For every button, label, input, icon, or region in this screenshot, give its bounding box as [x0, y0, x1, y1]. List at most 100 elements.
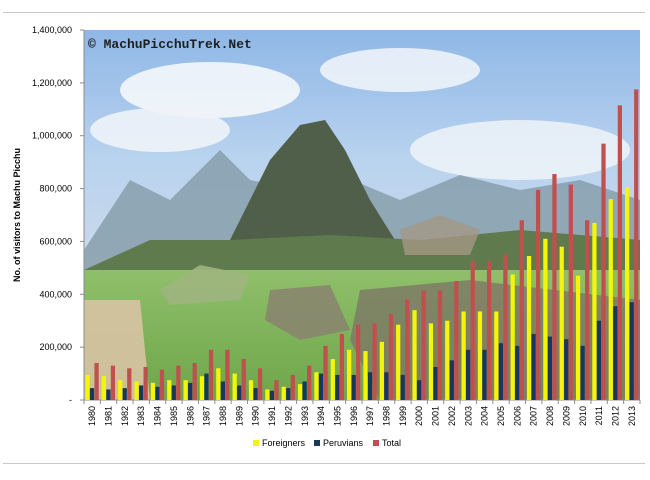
total-bar	[421, 290, 426, 400]
x-tick-label: 1990	[251, 406, 261, 426]
peruvians-bar	[531, 333, 536, 400]
x-tick-label: 1992	[283, 406, 293, 426]
total-bar	[257, 368, 263, 400]
total-bar	[617, 105, 622, 401]
x-tick-label: 1998	[382, 406, 392, 426]
y-tick-label: 800,000	[39, 184, 72, 194]
total-bar	[225, 349, 230, 400]
x-tick-label: 1993	[300, 406, 310, 426]
peruvians-bar	[449, 360, 454, 400]
peruvians-bar	[498, 343, 503, 400]
bar-series	[85, 89, 639, 401]
legend-label: Peruvians	[323, 438, 364, 448]
foreigners-bar	[526, 255, 532, 400]
peruvians-bar	[367, 372, 373, 400]
total-bar	[535, 189, 541, 400]
peruvians-bar	[269, 390, 275, 400]
peruvians-bar	[384, 372, 389, 400]
total-bar	[552, 174, 557, 400]
total-bar	[127, 368, 132, 400]
x-tick-label: 1994	[316, 406, 326, 426]
peruvians-bar	[138, 385, 144, 400]
peruvians-bar	[204, 373, 209, 400]
x-tick-label: 1991	[267, 406, 277, 426]
foreigners-bar	[118, 380, 123, 400]
foreigners-bar	[461, 311, 466, 400]
foreigners-bar	[265, 389, 270, 400]
x-tick-label: 2007	[529, 406, 539, 426]
x-tick-label: 2005	[496, 406, 506, 426]
foreigners-bar	[134, 381, 139, 400]
x-tick-label: 1987	[202, 406, 212, 426]
total-bar	[339, 333, 344, 400]
legend-swatch	[373, 440, 379, 446]
total-bar	[110, 365, 116, 400]
total-bar	[274, 380, 279, 400]
x-tick-label: 2004	[480, 406, 490, 426]
total-bar	[208, 349, 214, 400]
y-axis-label: No. of visitors to Machu Picchu	[12, 148, 22, 282]
x-tick-label: 1985	[169, 406, 179, 426]
x-tick-label: 2000	[414, 406, 424, 426]
y-tick-label: 200,000	[39, 342, 72, 352]
legend-label: Total	[382, 438, 401, 448]
foreigners-bar	[396, 324, 401, 400]
total-bar	[568, 184, 573, 400]
total-bar	[454, 281, 459, 400]
total-bar	[372, 323, 377, 400]
x-tick-label: 1980	[87, 406, 97, 426]
x-tick-label: 1989	[234, 406, 244, 426]
peruvians-bar	[416, 380, 422, 400]
x-tick-label: 2001	[431, 406, 441, 426]
peruvians-bar	[400, 374, 405, 400]
total-bar	[94, 363, 99, 400]
foreigners-bar	[248, 380, 254, 400]
x-tick-label: 1999	[398, 406, 408, 426]
peruvians-bar	[253, 388, 258, 400]
foreigners-bar	[347, 349, 352, 400]
peruvians-bar	[220, 381, 225, 400]
foreigners-bar	[232, 373, 237, 400]
peruvians-bar	[433, 366, 438, 400]
peruvians-bar	[335, 374, 340, 400]
total-bar	[290, 374, 295, 400]
x-tick-label: 1988	[218, 406, 228, 426]
total-bar	[159, 369, 165, 400]
foreigners-bar	[216, 368, 221, 400]
peruvians-bar	[155, 386, 160, 400]
peruvians-bar	[171, 385, 176, 400]
total-bar	[143, 366, 148, 400]
total-bar	[192, 363, 197, 400]
x-tick-label: 1981	[104, 406, 114, 426]
y-axis: - 200,000 400,000 600,000 800,000 1,000,000 1,…	[32, 25, 84, 405]
total-bar	[405, 299, 410, 400]
foreigners-bar	[150, 382, 156, 400]
foreigners-bar	[363, 351, 368, 400]
x-tick-label: 1997	[365, 406, 375, 426]
peruvians-bar	[596, 320, 602, 400]
x-tick-label: 1982	[120, 406, 130, 426]
foreigners-bar	[281, 386, 286, 400]
y-tick-label: -	[69, 395, 72, 405]
x-tick-label: 2002	[447, 406, 457, 426]
y-tick-label: 1,400,000	[32, 25, 72, 35]
foreigners-bar	[575, 275, 581, 400]
peruvians-bar	[564, 339, 569, 400]
peruvians-bar	[286, 388, 291, 400]
peruvians-bar	[318, 373, 324, 400]
foreigners-bar	[625, 187, 630, 400]
total-bar	[634, 89, 639, 400]
peruvians-bar	[302, 381, 307, 400]
foreigners-bar	[592, 222, 597, 400]
total-bar	[323, 345, 328, 400]
total-bar	[585, 220, 590, 400]
foreigners-bar	[297, 384, 303, 400]
x-tick-label: 2006	[512, 406, 522, 426]
total-bar	[503, 254, 508, 400]
x-tick-label: 2003	[463, 406, 473, 426]
x-tick-label: 2009	[561, 406, 571, 426]
peruvians-bar	[580, 345, 585, 400]
y-tick-label: 400,000	[39, 289, 72, 299]
total-bar	[307, 365, 312, 400]
peruvians-bar	[613, 306, 618, 400]
